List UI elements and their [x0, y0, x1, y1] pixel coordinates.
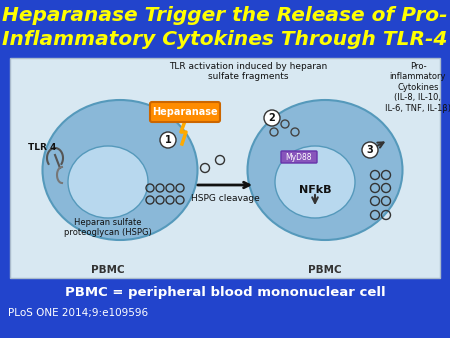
Text: PLoS ONE 2014;9:e109596: PLoS ONE 2014;9:e109596 — [8, 308, 148, 318]
FancyBboxPatch shape — [281, 151, 317, 163]
Ellipse shape — [68, 146, 148, 218]
Text: PBMC: PBMC — [91, 265, 125, 275]
Circle shape — [160, 132, 176, 148]
Text: Heparanase: Heparanase — [152, 107, 218, 117]
Circle shape — [362, 142, 378, 158]
Ellipse shape — [248, 100, 402, 240]
Text: TLR activation induced by heparan
sulfate fragments: TLR activation induced by heparan sulfat… — [169, 62, 327, 81]
Ellipse shape — [42, 100, 198, 240]
Text: 1: 1 — [165, 135, 171, 145]
Circle shape — [264, 110, 280, 126]
Text: Inflammatory Cytokines Through TLR-4: Inflammatory Cytokines Through TLR-4 — [2, 30, 448, 49]
Text: Pro-
inflammatory
Cytokines
(IL-8, IL-10,
IL-6, TNF, IL-1β): Pro- inflammatory Cytokines (IL-8, IL-10… — [385, 62, 450, 113]
Text: 3: 3 — [367, 145, 374, 155]
Text: TLR 4: TLR 4 — [28, 144, 56, 152]
Ellipse shape — [275, 146, 355, 218]
Text: PBMC = peripheral blood mononuclear cell: PBMC = peripheral blood mononuclear cell — [65, 286, 385, 299]
Text: HSPG cleavage: HSPG cleavage — [191, 194, 259, 203]
Text: Heparan sulfate
proteoglycan (HSPG): Heparan sulfate proteoglycan (HSPG) — [64, 218, 152, 237]
FancyBboxPatch shape — [150, 102, 220, 122]
Text: 2: 2 — [269, 113, 275, 123]
Text: NFkB: NFkB — [299, 185, 331, 195]
Text: MyD88: MyD88 — [286, 152, 312, 162]
Text: Heparanase Trigger the Release of Pro-: Heparanase Trigger the Release of Pro- — [2, 6, 448, 25]
FancyBboxPatch shape — [10, 58, 440, 278]
Text: PBMC: PBMC — [308, 265, 342, 275]
